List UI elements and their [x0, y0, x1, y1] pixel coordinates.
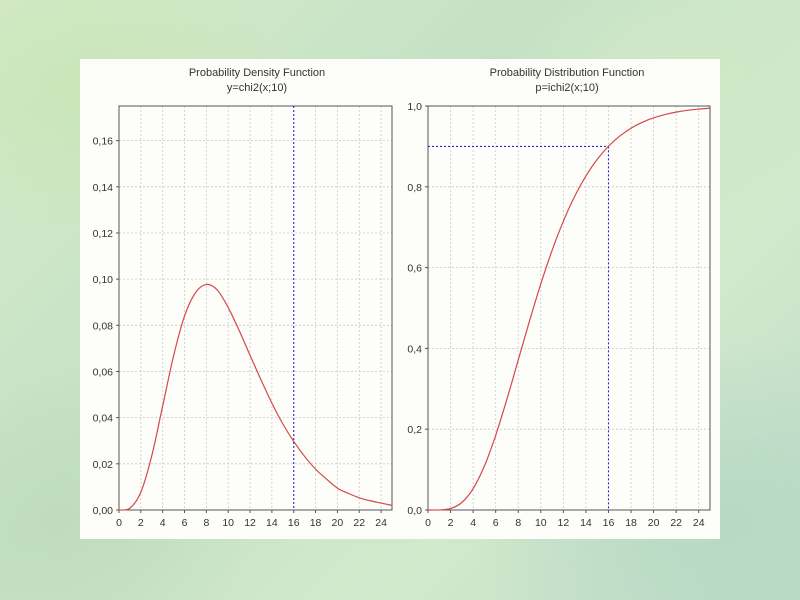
pdf-x-tick-label: 12 — [244, 517, 256, 529]
chart-panel: Probability Density Function y=chi2(x;10)… — [80, 59, 720, 539]
cdf-x-tick-label: 6 — [493, 517, 499, 529]
pdf-x-tick-label: 16 — [288, 517, 300, 529]
cdf-y-tick-label: 0,2 — [407, 424, 422, 436]
cdf-series-line — [427, 107, 711, 511]
cdf-y-tick-label: 1,0 — [407, 101, 422, 113]
cdf-x-tick-label: 18 — [625, 517, 637, 529]
pdf-series-line — [118, 283, 393, 511]
pdf-y-tick-label: 0,02 — [93, 459, 114, 471]
cdf-x-tick-label: 10 — [535, 517, 547, 529]
cdf-x-tick-label: 16 — [603, 517, 615, 529]
cdf-x-tick-label: 20 — [648, 517, 660, 529]
pdf-x-tick-label: 6 — [182, 517, 188, 529]
pdf-x-tick-label: 4 — [160, 517, 166, 529]
pdf-x-tick-label: 10 — [222, 517, 234, 529]
cdf-title: Probability Distribution Function — [490, 67, 645, 79]
pdf-y-tick-label: 0,06 — [93, 366, 114, 378]
pdf-y-tick-label: 0,00 — [93, 505, 114, 517]
cdf-plot-frame — [427, 105, 711, 511]
pdf-y-tick-label: 0,16 — [93, 136, 114, 148]
pdf-y-tick-label: 0,10 — [93, 274, 114, 286]
cdf-x-tick-label: 4 — [470, 517, 476, 529]
pdf-y-tick-label: 0,12 — [93, 228, 114, 240]
cdf-y-tick-label: 0,4 — [407, 343, 422, 355]
pdf-x-tick-label: 18 — [310, 517, 322, 529]
pdf-subtitle: y=chi2(x;10) — [227, 82, 287, 94]
cdf-y-tick-label: 0,0 — [407, 505, 422, 517]
pdf-x-tick-label: 14 — [266, 517, 278, 529]
pdf-x-tick-label: 22 — [353, 517, 365, 529]
cdf-x-tick-label: 8 — [515, 517, 521, 529]
cdf-subtitle: p=ichi2(x;10) — [535, 82, 598, 94]
pdf-x-tick-label: 8 — [203, 517, 209, 529]
cdf-y-tick-label: 0,8 — [407, 182, 422, 194]
pdf-x-tick-label: 20 — [332, 517, 344, 529]
cdf-chart: Probability Distribution Function p=ichi2… — [407, 67, 711, 529]
chi2-charts-svg: Probability Density Function y=chi2(x;10)… — [93, 67, 711, 529]
pdf-chart: Probability Density Function y=chi2(x;10)… — [93, 67, 393, 529]
pdf-title: Probability Density Function — [189, 67, 325, 79]
pdf-y-tick-label: 0,08 — [93, 320, 114, 332]
cdf-x-tick-label: 2 — [448, 517, 454, 529]
cdf-x-tick-label: 14 — [580, 517, 592, 529]
pdf-x-tick-label: 2 — [138, 517, 144, 529]
cdf-x-tick-label: 12 — [558, 517, 570, 529]
cdf-y-tick-label: 0,6 — [407, 263, 422, 275]
pdf-plot-frame — [118, 105, 393, 511]
pdf-y-tick-label: 0,04 — [93, 413, 114, 425]
pdf-y-tick-label: 0,14 — [93, 182, 114, 194]
cdf-x-tick-label: 0 — [425, 517, 431, 529]
pdf-x-tick-label: 24 — [375, 517, 387, 529]
cdf-x-tick-label: 22 — [670, 517, 682, 529]
cdf-x-tick-label: 24 — [693, 517, 705, 529]
pdf-x-tick-label: 0 — [116, 517, 122, 529]
